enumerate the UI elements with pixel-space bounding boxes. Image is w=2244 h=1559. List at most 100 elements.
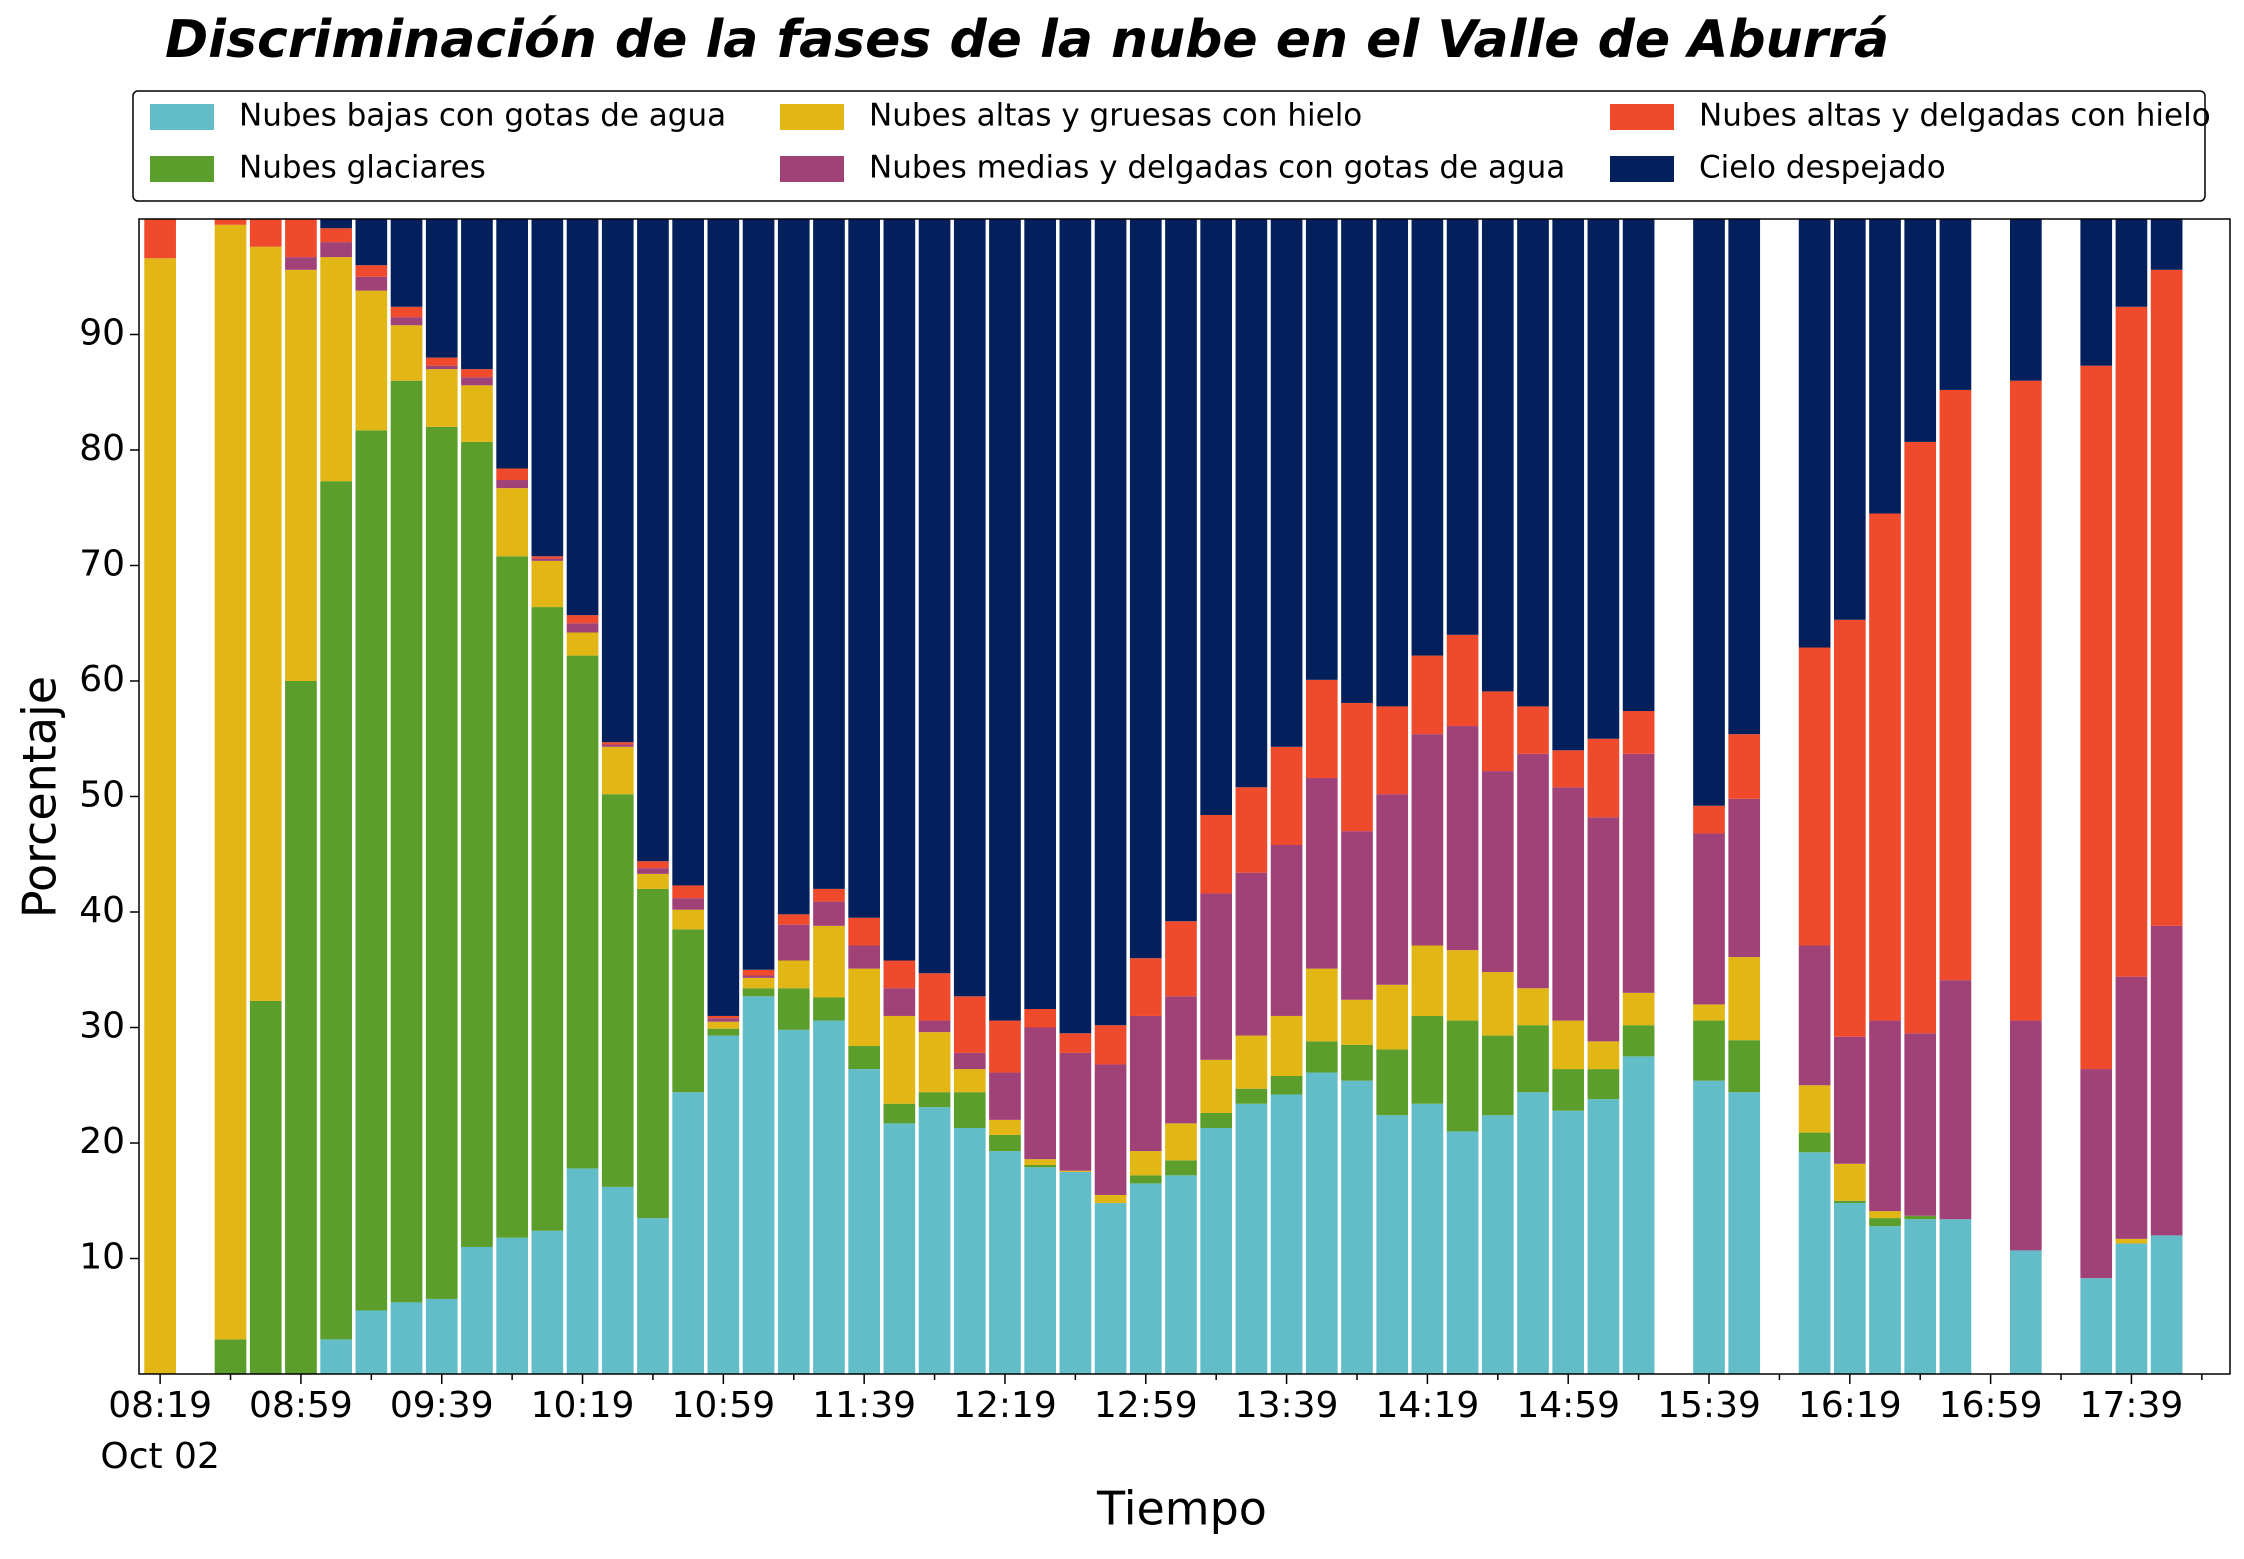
bar-segment — [1693, 1004, 1725, 1021]
bar-segment — [1094, 1064, 1127, 1195]
bar-segment — [707, 1035, 740, 1374]
bar-segment — [249, 219, 282, 247]
bar-segment — [777, 219, 810, 915]
bar-segment — [531, 558, 564, 561]
chart-title: Discriminación de la fases de la nube en… — [165, 10, 1889, 70]
bar-segment — [1904, 1033, 1937, 1216]
bar-segment — [1622, 992, 1655, 1026]
bar-segment — [1446, 634, 1479, 727]
bar-segment — [1869, 1218, 1901, 1227]
bar-segment — [1517, 219, 1549, 707]
bar-segment — [848, 917, 881, 946]
bar-segment — [1129, 1015, 1162, 1152]
bar-segment — [566, 655, 599, 1169]
bar-segment — [848, 1045, 881, 1070]
bar-segment — [2009, 219, 2042, 381]
bar-segment — [1411, 219, 1444, 656]
bar-segment — [249, 1000, 282, 1374]
bar-segment — [1622, 1025, 1655, 1057]
bar-segment — [496, 468, 528, 481]
bar-segment — [1622, 1056, 1655, 1374]
y-tick-label: 90 — [79, 313, 125, 354]
x-tick-label: 08:59 — [249, 1385, 353, 1426]
bar-segment — [1341, 1044, 1373, 1081]
bar-segment — [390, 325, 423, 381]
bar-segment — [1165, 1123, 1197, 1161]
bar-segment — [777, 1029, 810, 1374]
bar-segment — [496, 488, 528, 557]
bar-segment — [777, 914, 810, 925]
bar-segment — [1165, 1175, 1197, 1374]
bar-segment — [320, 257, 352, 482]
bar-segment — [1517, 1025, 1549, 1093]
bar-segment — [883, 988, 916, 1016]
bar-segment — [355, 265, 388, 277]
bar-segment — [1376, 706, 1409, 795]
bar-segment — [566, 615, 599, 624]
bar-segment — [707, 1028, 740, 1036]
bar-segment — [601, 219, 634, 743]
bar-segment — [461, 377, 493, 386]
x-tick-label: 15:39 — [1657, 1385, 1761, 1426]
bar-segment — [1446, 219, 1479, 635]
y-tick-label: 10 — [79, 1237, 125, 1278]
bar-segment — [953, 1069, 986, 1093]
bar-segment — [1024, 1027, 1057, 1160]
bar-segment — [1341, 999, 1373, 1045]
bar-segment — [1798, 1152, 1831, 1374]
bar-segment — [461, 369, 493, 378]
bar-segment — [637, 219, 669, 862]
bar-segment — [1059, 1171, 1092, 1374]
bar-segment — [813, 925, 845, 998]
bar-segment — [1200, 1127, 1233, 1374]
bar-segment — [1939, 219, 1972, 390]
bar-segment — [1904, 219, 1937, 442]
bar-segment — [637, 888, 669, 1219]
bar-segment — [320, 242, 352, 258]
bar-segment — [1024, 1159, 1057, 1165]
bar-segment — [1869, 1211, 1901, 1219]
bar-segment — [1552, 1020, 1585, 1070]
bar-segment — [285, 219, 317, 258]
bar-segment — [1587, 1069, 1620, 1100]
bar-segment — [496, 556, 528, 1238]
bar-segment — [2150, 925, 2183, 1236]
bar-segment — [425, 365, 458, 370]
bar-segment — [496, 480, 528, 489]
bar-segment — [1552, 750, 1585, 788]
bar-segment — [355, 276, 388, 291]
bar-segment — [848, 968, 881, 1046]
legend-label: Nubes bajas con gotas de agua — [239, 98, 726, 134]
bar-segment — [2150, 269, 2183, 926]
bar-segment — [1024, 219, 1057, 1010]
bar-segment — [2150, 219, 2183, 270]
bar-segment — [1693, 833, 1725, 1005]
bar-segment — [989, 219, 1021, 1021]
bar-segment — [1833, 1036, 1866, 1164]
bar-segment — [320, 228, 352, 243]
bar-segment — [1728, 219, 1761, 735]
legend-label: Nubes glaciares — [239, 150, 486, 186]
y-tick-label: 80 — [79, 428, 125, 469]
bar-segment — [1129, 1183, 1162, 1374]
bar-segment — [1481, 771, 1514, 973]
bar-segment — [2080, 1278, 2113, 1374]
bar-segment — [1341, 831, 1373, 1000]
bar-segment — [989, 1119, 1021, 1135]
y-tick-label: 40 — [79, 890, 125, 931]
bar-segment — [707, 219, 740, 1016]
bar-segment — [1235, 1088, 1268, 1104]
bar-segment — [1094, 1203, 1127, 1374]
bar-segment — [1270, 1015, 1303, 1077]
bar-segment — [1059, 1170, 1092, 1172]
bar-segment — [1235, 872, 1268, 1036]
bar-segment — [249, 246, 282, 1001]
bar-segment — [531, 607, 564, 1231]
bar-segment — [214, 219, 247, 225]
bar-segment — [1024, 1009, 1057, 1028]
legend-swatch — [780, 156, 844, 182]
bar-segment — [1129, 1175, 1162, 1184]
bar-segment — [1728, 798, 1761, 958]
bar-segment — [1376, 1049, 1409, 1116]
